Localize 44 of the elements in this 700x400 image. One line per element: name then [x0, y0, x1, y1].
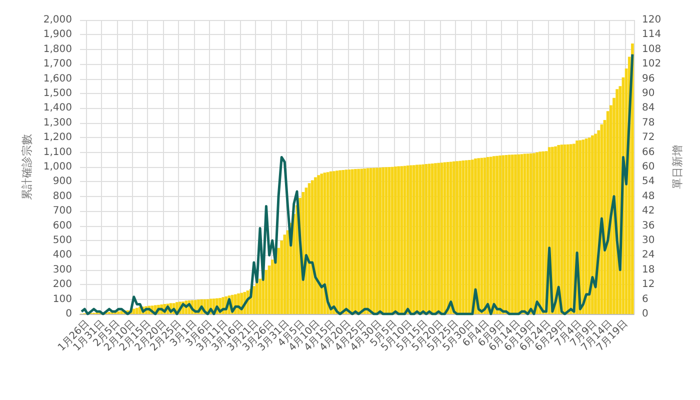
y-tick-label: 1,100 — [43, 146, 72, 158]
y-tick-label: 1,700 — [43, 58, 72, 70]
y2-tick-label: 114 — [642, 29, 662, 40]
y2-tick-label: 12 — [642, 279, 655, 290]
y2-tick-label: 90 — [642, 88, 655, 99]
y2-tick-label: 60 — [642, 162, 655, 172]
y2-tick-label: 30 — [642, 235, 655, 246]
y-tick-label: 600 — [52, 220, 72, 232]
y2-tick-label: 78 — [642, 117, 655, 128]
y-axis-title: 累計確診宗數 — [20, 134, 34, 200]
y2-tick-label: 18 — [642, 264, 655, 276]
y2-tick-label: 24 — [642, 250, 655, 261]
y-tick-label: 400 — [52, 250, 72, 261]
y-tick-label: 500 — [52, 235, 72, 246]
y2-tick-label: 54 — [642, 176, 655, 188]
y-tick-label: 1,800 — [43, 44, 72, 55]
y-tick-label: 1,200 — [43, 132, 72, 144]
y2-tick-label: 42 — [642, 206, 655, 217]
y2-tick-label: 36 — [642, 220, 655, 232]
y-tick-label: 1,300 — [43, 117, 72, 128]
y-tick-label: 1,500 — [43, 88, 72, 99]
y-tick-label: 100 — [52, 294, 72, 305]
y-tick-label: 300 — [52, 264, 72, 276]
y-tick-label: 1,600 — [43, 73, 72, 84]
y-tick-label: 2,000 — [43, 14, 72, 26]
y2-tick-label: 48 — [642, 190, 655, 202]
y-tick-label: 1,900 — [43, 29, 72, 40]
y-tick-label: 1,000 — [43, 162, 72, 172]
y2-tick-label: 102 — [642, 58, 662, 70]
y-tick-label: 700 — [52, 206, 72, 217]
y2-tick-label: 6 — [642, 294, 648, 305]
y2-tick-label: 66 — [642, 146, 655, 158]
y2-tick-label: 84 — [642, 102, 655, 114]
y2-tick-label: 72 — [642, 132, 655, 144]
y2-tick-label: 96 — [642, 73, 655, 84]
y2-tick-label: 0 — [642, 308, 648, 320]
y-tick-label: 0 — [66, 308, 72, 320]
y2-axis-title: 單日新增 — [670, 145, 684, 189]
y2-tick-label: 120 — [642, 14, 662, 26]
y-tick-label: 900 — [52, 176, 72, 188]
y-tick-label: 200 — [52, 279, 72, 290]
y2-tick-label: 108 — [642, 44, 662, 55]
y-tick-label: 1,400 — [43, 102, 72, 114]
y-tick-label: 800 — [52, 190, 72, 202]
